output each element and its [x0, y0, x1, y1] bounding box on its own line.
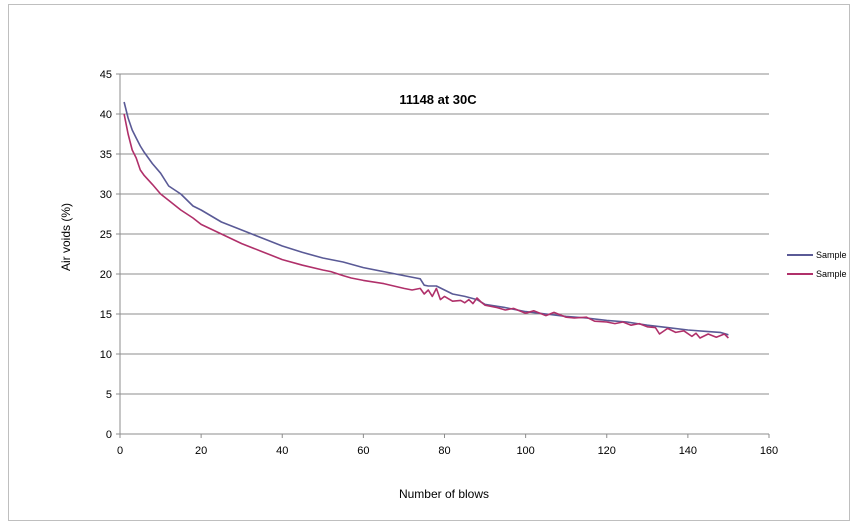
tick-labels: 0 5 10 15 20 25 30 35 40 45 0 20 40 60 80 100 120 140 160: [100, 69, 778, 457]
y-tick-label-20: 20: [100, 269, 112, 281]
x-tick-label-140: 140: [679, 445, 697, 457]
series-line-1: [123, 101, 729, 336]
x-tick-label-60: 60: [357, 445, 369, 457]
y-tick-label-10: 10: [100, 349, 112, 361]
y-tick-label-45: 45: [100, 69, 112, 81]
series-lines: [123, 101, 729, 339]
y-tick-label-40: 40: [100, 109, 112, 121]
y-tick-label-0: 0: [106, 429, 112, 441]
x-axis-title: Number of blows: [399, 487, 489, 501]
y-axis-title: Air voids (%): [59, 203, 73, 271]
chart-area: [8, 4, 850, 521]
y-tick-label-30: 30: [100, 189, 112, 201]
x-tick-label-80: 80: [438, 445, 450, 457]
legend-label-2: Sample: [816, 269, 847, 279]
y-tick-label-25: 25: [100, 229, 112, 241]
y-tick-label-5: 5: [106, 389, 112, 401]
y-tick-label-35: 35: [100, 149, 112, 161]
chart-title: 11148 at 30C: [399, 92, 477, 107]
legend-label-1: Sample: [816, 250, 847, 260]
x-tick-label-120: 120: [598, 445, 616, 457]
series-line-2: [123, 113, 729, 339]
x-tick-label-40: 40: [276, 445, 288, 457]
gridlines: [120, 73, 769, 395]
x-tick-label-100: 100: [516, 445, 534, 457]
x-tick-label-20: 20: [195, 445, 207, 457]
axes: [116, 73, 770, 438]
x-tick-label-0: 0: [117, 445, 123, 457]
x-tick-label-160: 160: [760, 445, 778, 457]
legend: Sample Sample: [787, 250, 847, 279]
y-tick-label-15: 15: [100, 309, 112, 321]
